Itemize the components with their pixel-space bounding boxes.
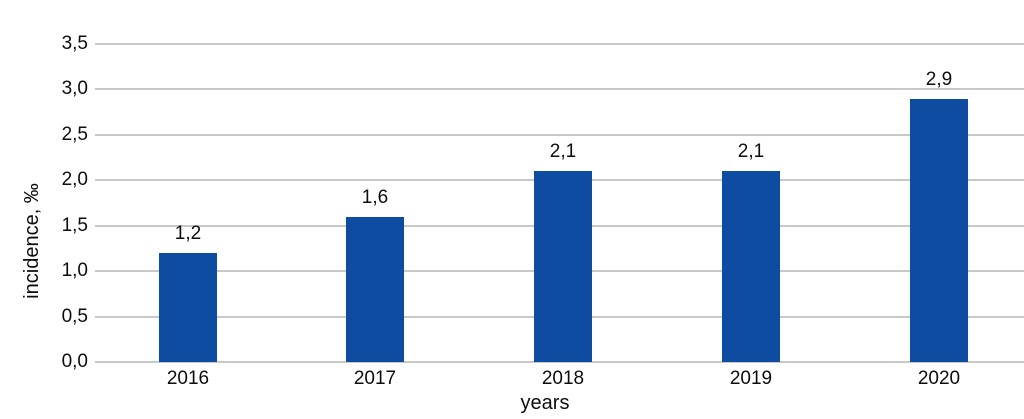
x-tick-label: 2018 [541, 368, 585, 389]
x-tick-label: 2020 [917, 368, 961, 389]
y-tick-label: 2,0 [61, 169, 88, 190]
gridline [95, 134, 1024, 136]
bar-value-label: 1,6 [361, 187, 389, 208]
bar-value-label: 2,1 [549, 141, 577, 162]
x-tick-label: 2016 [166, 368, 210, 389]
bar-2019 [722, 171, 780, 362]
bar-2017 [346, 217, 404, 362]
x-tick-label: 2019 [729, 368, 773, 389]
y-tick-label: 1,0 [61, 260, 88, 281]
bar-value-label: 1,2 [174, 223, 202, 244]
y-tick-label: 0,5 [61, 306, 88, 327]
bar-value-label: 2,9 [925, 69, 953, 90]
gridline [95, 88, 1024, 90]
bar-2016 [159, 253, 217, 362]
y-tick-label: 3,0 [61, 78, 88, 99]
bar-value-label: 2,1 [737, 141, 765, 162]
gridline [95, 361, 1024, 363]
x-axis-title: years [520, 392, 570, 414]
y-tick-label: 1,5 [61, 215, 88, 236]
bar-2018 [534, 171, 592, 362]
y-tick-label: 2,5 [61, 124, 88, 145]
gridline [95, 43, 1024, 45]
y-tick-label: 3,5 [61, 33, 88, 54]
x-tick-label: 2017 [353, 368, 397, 389]
bar-2020 [910, 99, 968, 362]
y-tick-label: 0,0 [61, 351, 88, 372]
